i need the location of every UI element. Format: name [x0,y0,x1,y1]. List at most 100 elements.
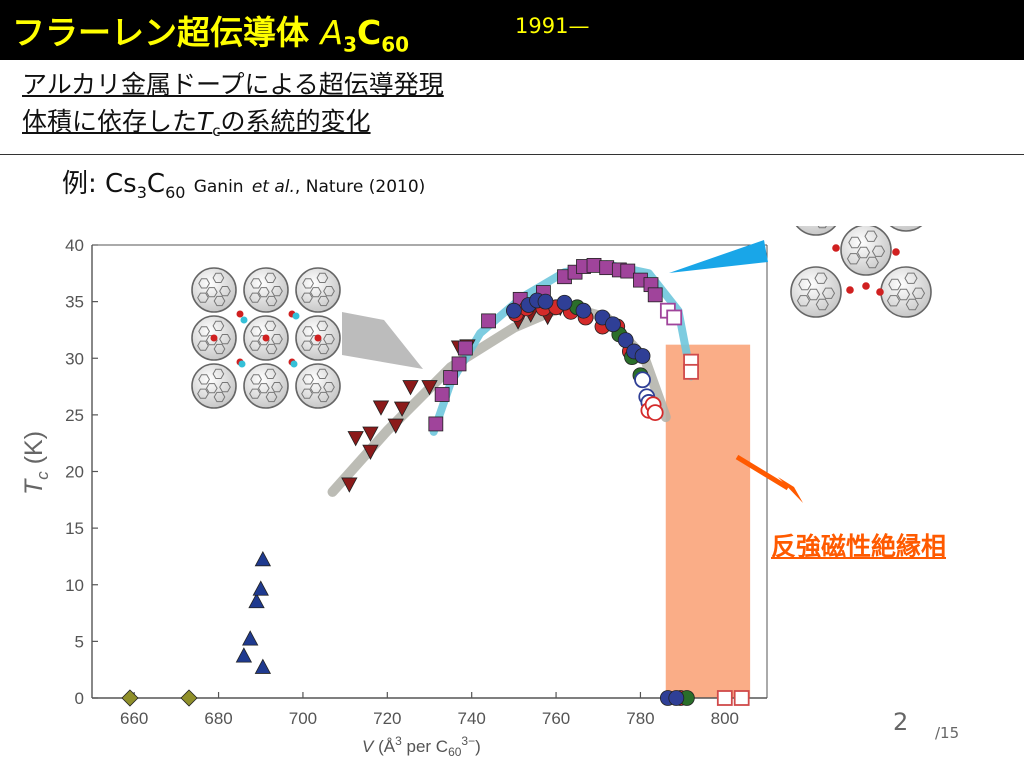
fullerene-ring [264,368,277,379]
title-bar [0,0,1024,60]
fullerene-ring [865,256,879,269]
fullerene-ring [896,288,911,301]
square-data-point [434,387,450,402]
square-data-point [428,416,444,432]
fullerene-molecule [295,267,341,313]
triangle-up-data-point [242,630,259,646]
fcc-crystal-structure-image [188,262,346,412]
interstitial-ion [240,316,248,324]
example-citation: 例: Cs3C60 Ganin et al., Nature (2010) [62,163,425,202]
tc-vs-volume-chart: 0 5 10 15 20 25 30 35 40 660 680 700 720 740 760 780 800… [20,226,945,759]
gray-pointer-arrow [342,312,423,369]
interstitial-ion [290,360,298,368]
fullerene-ring [212,320,225,331]
fullerene-ring [271,286,283,297]
topic-line-2-post: の系統的変化 [220,107,371,136]
y-axis-label-sub: c [33,471,52,480]
fullerene-ring [219,286,231,297]
fullerene-ring [888,278,902,291]
alkali-ion [846,286,854,294]
fullerene-molecule [840,226,892,276]
circle-data-point [634,371,651,389]
fullerene-ring [212,368,225,379]
alkali-ion [262,334,270,342]
triangle-down-data-point [362,444,379,460]
fullerene-ring [205,383,218,394]
fullerene-ring [197,292,209,303]
afm-phase-label: 反強磁性絶縁相 [771,532,947,561]
fullerene-ring [301,340,313,351]
triangle-down-data-point [402,380,419,396]
alkali-ion [314,334,322,342]
fullerene-shell [795,226,837,236]
formula-c-sub: 60 [381,32,410,57]
fullerene-ring [219,382,231,393]
fullerene-ring [864,230,878,242]
triangle-up-data-point [252,580,269,596]
fullerene-ring [814,272,828,284]
y-tick-label: 10 [65,576,84,595]
fullerene-ring [219,334,231,345]
fullerene-ring [213,343,226,355]
fullerene-ring [265,295,278,307]
fullerene-shell [889,226,923,232]
fullerene-ring [257,383,270,394]
fullerene-molecule [191,267,237,313]
y-axis-label-unit: (K) [20,431,48,471]
triangle-down-data-point [393,401,411,417]
y-axis-label-t: T [20,478,48,495]
fullerene-molecule [243,267,289,313]
fullerene-ring [264,272,277,283]
fullerene-ring [806,288,821,301]
fullerene-ring [302,278,314,289]
fullerene-ring [198,278,210,289]
fullerene-ring [257,287,270,298]
triangle-up-data-point [248,592,265,609]
fullerene-ring [198,374,210,385]
alkali-ion [832,244,840,252]
fullerene-ring [817,226,827,229]
square-data-point [666,309,683,326]
fullerene-ring [212,272,225,283]
y-tick-label: 5 [75,632,84,651]
fullerene-ring [265,391,278,403]
fullerene-ring [323,334,335,345]
fullerene-ring [271,334,283,345]
fullerene-ring [848,236,862,249]
fullerene-molecule [889,226,923,232]
page-total: /15 [935,724,960,742]
circle-data-point [575,302,592,319]
topic-line-2: 体積に依存したTcの系統的変化 [22,103,444,150]
fullerene-ring [317,295,330,307]
afm-region [665,344,751,698]
topic-tc-symbol: T [197,107,213,136]
fullerene-ring [213,295,226,307]
example-label: 例: [62,169,97,199]
square-data-point [451,356,467,372]
square-data-point [620,263,636,279]
citation-journal: , Nature (2010) [294,177,426,197]
y-tick-label: 25 [65,406,84,425]
alkali-ion [862,282,870,290]
square-data-point [599,260,615,276]
y-axis-label: Tc (K) [20,431,52,495]
y-tick-label: 0 [75,689,84,708]
y-tick-label: 15 [65,519,84,538]
circle-data-point [646,404,664,422]
fullerene-ring [323,382,335,393]
x-tick-label: 760 [542,709,570,728]
topic-list: アルカリ金属ドープによる超伝導発現 体積に依存したTcの系統的変化 [22,66,444,150]
square-data-point [586,257,602,273]
alkali-ion [876,288,884,296]
fullerene-ring [302,374,314,385]
fullerene-ring [198,326,210,337]
fullerene-molecule [795,226,837,236]
fullerene-ring [317,343,330,355]
afm-region-layer [665,344,751,698]
header-divider [0,154,1024,155]
fullerene-ring [316,368,329,379]
data-points-layer [121,257,750,707]
triangle-down-data-point [362,426,379,442]
fullerene-ring [264,320,277,331]
square-data-point [481,313,496,329]
